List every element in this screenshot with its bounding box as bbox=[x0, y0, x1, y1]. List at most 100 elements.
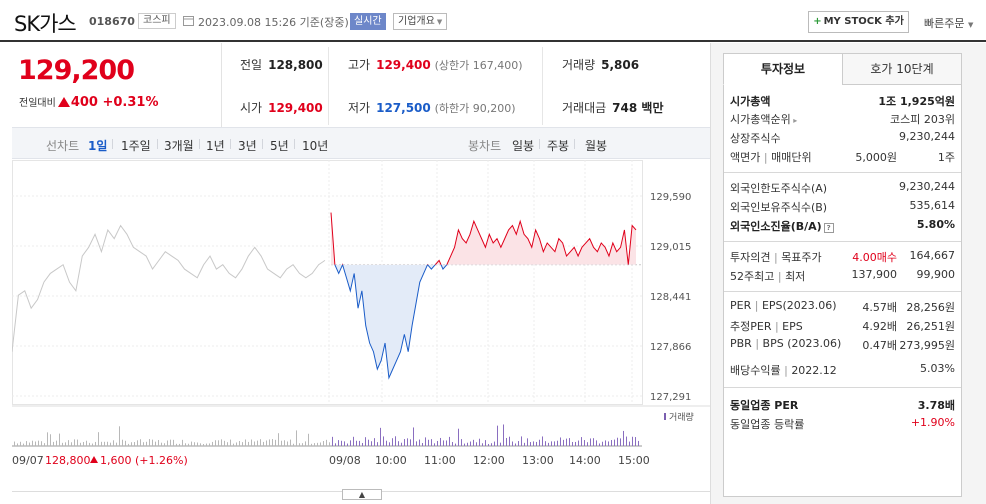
stat-label: 전일 bbox=[240, 58, 263, 72]
info-value: 9,230,244 bbox=[899, 180, 955, 193]
volume-bar bbox=[398, 441, 399, 446]
volume-bar bbox=[464, 443, 465, 446]
info-value: 3.78배 bbox=[917, 399, 955, 412]
volume-bar bbox=[236, 442, 237, 446]
help-icon[interactable]: ? bbox=[823, 223, 834, 233]
volume-bar bbox=[587, 442, 588, 446]
divider bbox=[574, 139, 575, 149]
stat-label: 거래대금 bbox=[562, 101, 607, 115]
volume-bar bbox=[527, 438, 528, 446]
volume-bar bbox=[371, 441, 372, 446]
investment-info-list: 시가총액 1조 1,925억원 시가총액순위 ▸ 코스피 203위 상장주식수 9,230… bbox=[723, 85, 962, 497]
lower-limit: (하한가 90,200) bbox=[434, 102, 516, 115]
candle-monthly[interactable]: 월봉 bbox=[585, 139, 608, 153]
volume-bar bbox=[383, 436, 384, 446]
divider bbox=[724, 291, 961, 292]
info-label-secondary: EPS bbox=[782, 320, 803, 333]
up-triangle-icon bbox=[57, 97, 70, 107]
period-1w[interactable]: 1주일 bbox=[121, 139, 151, 153]
volume-bar bbox=[500, 442, 501, 446]
volume-bar bbox=[359, 440, 360, 446]
volume-bar bbox=[110, 442, 111, 446]
candle-chart-label: 봉차트 bbox=[468, 139, 502, 153]
volume-bar bbox=[494, 441, 495, 446]
volume-bar bbox=[512, 441, 513, 446]
tab-investment-info[interactable]: 투자정보 bbox=[723, 53, 843, 85]
x-tick-label: 09/08 bbox=[329, 454, 361, 467]
price-chart[interactable]: 129,590 129,015 128,441 127,866 127,291 거래량 09… bbox=[12, 160, 710, 490]
volume-bar bbox=[281, 440, 282, 446]
prev-day-change: 1,600 (+1.26%) bbox=[100, 454, 188, 467]
volume-bar bbox=[566, 438, 567, 446]
volume-bar bbox=[71, 442, 72, 446]
volume-bar bbox=[122, 439, 123, 446]
add-my-stock-button[interactable]: + MY STOCK 추가 bbox=[808, 11, 909, 33]
volume-bar bbox=[35, 441, 36, 446]
volume-bar bbox=[353, 436, 354, 446]
chart-frame bbox=[12, 160, 643, 405]
change-percent: +0.31% bbox=[102, 95, 159, 110]
separator: | bbox=[770, 251, 782, 264]
quick-order-button[interactable]: 빠른주문 ▼ bbox=[924, 15, 973, 31]
volume-bar bbox=[356, 440, 357, 446]
upper-limit: (상한가 167,400) bbox=[434, 59, 523, 72]
stat-low: 저가 127,500 (하한가 90,200) bbox=[348, 99, 516, 116]
quote-timestamp: 2023.09.08 15:26 기준(장중) bbox=[198, 16, 349, 29]
realtime-badge[interactable]: 실시간 bbox=[350, 13, 386, 30]
side-tabs: 투자정보 호가 10단계 bbox=[723, 53, 962, 85]
volume-bar bbox=[194, 442, 195, 446]
volume-bar bbox=[137, 440, 138, 446]
volume-bar bbox=[44, 443, 45, 446]
info-value: 26,251원 bbox=[906, 320, 955, 333]
volume-bar bbox=[230, 439, 231, 446]
info-label[interactable]: 시가총액순위 ▸ bbox=[730, 113, 798, 126]
volume-bar bbox=[53, 441, 54, 446]
volume-bar bbox=[287, 441, 288, 446]
period-10y[interactable]: 10년 bbox=[302, 139, 329, 153]
info-value: 5.80% bbox=[916, 218, 955, 231]
volume-bar bbox=[305, 441, 306, 446]
candle-daily[interactable]: 일봉 bbox=[512, 139, 535, 153]
volume-bar bbox=[131, 442, 132, 446]
volume-bar bbox=[380, 427, 381, 446]
info-value-primary: 4.57배 bbox=[862, 301, 897, 314]
tab-order-book[interactable]: 호가 10단계 bbox=[842, 53, 962, 85]
volume-bar bbox=[341, 440, 342, 446]
collapse-chart-button[interactable]: ▲ bbox=[342, 489, 382, 500]
volume-bar bbox=[386, 440, 387, 446]
stat-label: 시가 bbox=[240, 101, 263, 115]
divider bbox=[157, 139, 158, 149]
info-value: 28,256원 bbox=[906, 301, 955, 314]
info-label: 동일업종 등락률 bbox=[730, 418, 805, 431]
volume-bar bbox=[50, 434, 51, 446]
volume-bar bbox=[32, 440, 33, 446]
volume-bar bbox=[557, 440, 558, 446]
x-tick-label: 10:00 bbox=[375, 454, 407, 467]
volume-bar bbox=[47, 432, 48, 446]
period-1d[interactable]: 1일 bbox=[88, 139, 108, 153]
company-name[interactable]: SK가스 bbox=[14, 12, 77, 36]
volume-bar bbox=[182, 439, 183, 446]
info-value: 535,614 bbox=[909, 199, 956, 212]
divider bbox=[112, 139, 113, 149]
info-value: 273,995원 bbox=[899, 339, 955, 352]
volume-bar bbox=[314, 443, 315, 446]
info-label-secondary: 매매단위 bbox=[771, 151, 812, 164]
candle-weekly[interactable]: 주봉 bbox=[547, 139, 570, 153]
volume-bar bbox=[179, 443, 180, 446]
volume-bar bbox=[275, 439, 276, 446]
volume-bar bbox=[83, 441, 84, 446]
divider bbox=[724, 387, 961, 388]
period-1y[interactable]: 1년 bbox=[206, 139, 225, 153]
period-5y[interactable]: 5년 bbox=[270, 139, 289, 153]
volume-bar bbox=[338, 440, 339, 446]
market-badge: 코스피 bbox=[138, 13, 176, 29]
volume-bar bbox=[107, 441, 108, 446]
company-overview-button[interactable]: 기업개요 ▼ bbox=[393, 13, 448, 30]
volume-bar bbox=[98, 432, 99, 446]
period-3m[interactable]: 3개월 bbox=[164, 139, 194, 153]
period-3y[interactable]: 3년 bbox=[238, 139, 257, 153]
volume-bar bbox=[632, 436, 633, 446]
volume-bar bbox=[86, 440, 87, 446]
volume-bar bbox=[416, 441, 417, 446]
